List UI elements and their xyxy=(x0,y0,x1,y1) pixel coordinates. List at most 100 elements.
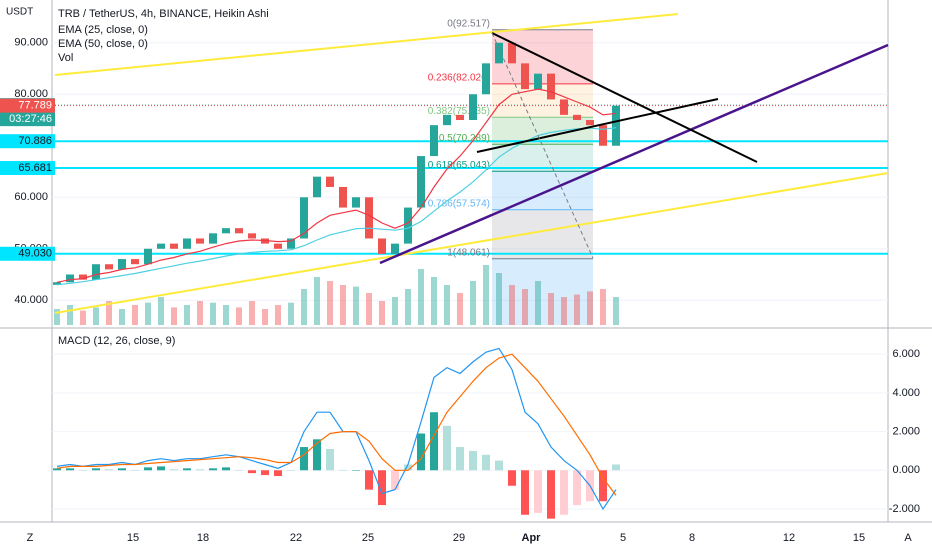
histogram-bar xyxy=(79,470,87,471)
macd-line xyxy=(56,347,617,511)
x-tick-label: Apr xyxy=(522,532,542,544)
histogram-bar xyxy=(573,470,581,506)
x-tick-label: 5 xyxy=(620,532,626,544)
candle-body xyxy=(495,42,503,64)
indicator: EMA (50, close, 0) xyxy=(58,38,148,50)
volume-bar xyxy=(444,285,450,325)
candle-body xyxy=(573,114,581,121)
candle-body xyxy=(144,248,152,265)
candle-body xyxy=(391,243,399,254)
volume-bar xyxy=(379,301,385,325)
fib-label: 0.786(57.574) xyxy=(428,198,490,209)
fib-label: 0.5(70.289) xyxy=(439,133,490,144)
price-tag xyxy=(0,98,55,113)
histogram-bar xyxy=(599,470,607,502)
trend-line xyxy=(379,43,889,265)
histogram-bar xyxy=(118,468,126,471)
volume-bar xyxy=(457,293,463,325)
y-tick-label: -2.000 xyxy=(889,503,920,515)
candle-body xyxy=(365,197,373,239)
candle-body xyxy=(92,264,100,280)
y-tick-label: 40.000 xyxy=(14,294,48,306)
ema-line xyxy=(56,88,617,283)
histogram-bar xyxy=(274,470,282,477)
histogram-bar xyxy=(521,470,529,515)
volume-bar xyxy=(275,305,281,325)
histogram-bar xyxy=(417,433,425,471)
histogram-bar xyxy=(339,470,347,471)
x-tick-label: 29 xyxy=(453,532,465,544)
corner-button[interactable]: Z xyxy=(27,532,34,544)
volume-bar xyxy=(132,305,138,325)
histogram-bar xyxy=(66,468,74,471)
fib-label: 0.382(75.535) xyxy=(428,106,490,117)
y-tick-label: 90.000 xyxy=(14,37,48,49)
histogram-bar xyxy=(534,470,542,513)
currency: USDT xyxy=(6,7,33,18)
histogram-bar xyxy=(209,468,217,471)
macd-title: MACD (12, 26, close, 9) xyxy=(58,335,175,347)
candle-body xyxy=(352,197,360,208)
candle-body xyxy=(157,243,165,249)
signal-line xyxy=(56,353,617,496)
indicator: Vol xyxy=(58,52,73,64)
candle-body xyxy=(456,114,464,121)
fib-zone-extension xyxy=(492,258,593,325)
y-tick-label: 4.000 xyxy=(892,387,920,399)
candle-body xyxy=(404,207,412,244)
symbol: TRB / TetherUS, 4h, BINANCE, Heikin Ashi xyxy=(58,8,269,20)
price-tag xyxy=(0,246,55,261)
volume-bar xyxy=(184,305,190,325)
volume-bar xyxy=(353,286,359,325)
histogram-bar xyxy=(92,468,100,471)
volume-bar xyxy=(418,269,424,325)
fib-zone xyxy=(492,83,593,118)
histogram-bar xyxy=(443,425,451,471)
candle-body xyxy=(547,73,555,100)
trend-line xyxy=(54,172,889,314)
histogram-bar xyxy=(300,447,308,471)
candle-body xyxy=(482,63,490,95)
volume-bar xyxy=(535,281,541,325)
histogram-bar xyxy=(469,450,477,471)
price-tag xyxy=(0,161,55,176)
histogram-bar xyxy=(508,470,516,486)
candle-body xyxy=(287,238,295,249)
candle-body xyxy=(274,243,282,249)
histogram-bar xyxy=(560,470,568,515)
histogram-bar xyxy=(482,454,490,471)
fib-label: 0.236(82.026) xyxy=(428,72,490,83)
histogram-bar xyxy=(183,468,191,471)
histogram-bar xyxy=(157,466,165,471)
histogram-bar xyxy=(365,470,373,490)
x-tick-label: 12 xyxy=(783,532,795,544)
volume-bar xyxy=(301,289,307,325)
volume-bar xyxy=(405,289,411,325)
corner-button[interactable]: A xyxy=(904,532,912,544)
volume-bar xyxy=(158,297,164,325)
candle-body xyxy=(131,259,139,265)
candle-body xyxy=(170,243,178,249)
volume-bar xyxy=(366,293,372,325)
volume-bar xyxy=(249,301,255,325)
volume-bar xyxy=(561,297,567,325)
candle-body xyxy=(53,282,61,285)
volume-bar xyxy=(223,305,229,325)
histogram-bar xyxy=(261,470,269,476)
trend-line xyxy=(476,98,719,153)
fib-label: 1(48.061) xyxy=(447,247,490,258)
histogram-bar xyxy=(612,464,620,471)
histogram-bar xyxy=(547,470,555,519)
candle-body xyxy=(378,238,386,254)
volume-bar xyxy=(392,297,398,325)
candle-body xyxy=(508,42,516,64)
price-tag-label: 65.681 xyxy=(18,162,52,174)
x-tick-label: 22 xyxy=(290,532,302,544)
histogram-bar xyxy=(326,448,334,471)
candle-body xyxy=(313,176,321,198)
volume-bar xyxy=(314,277,320,325)
volume-bar xyxy=(197,301,203,325)
x-tick-label: 25 xyxy=(362,532,374,544)
histogram-bar xyxy=(53,468,61,471)
volume-bar xyxy=(93,307,99,325)
